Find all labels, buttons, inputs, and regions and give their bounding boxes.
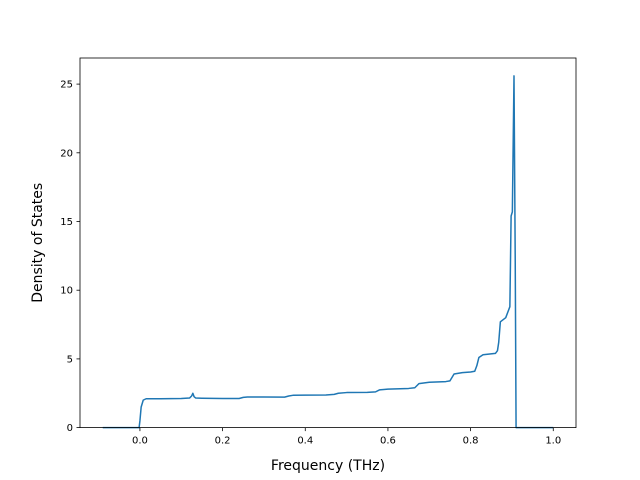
y-tick-label: 10 xyxy=(60,286,73,297)
series-layer xyxy=(102,75,554,429)
y-tick-label: 15 xyxy=(60,217,73,228)
y-tick-label: 0 xyxy=(67,423,73,434)
x-axis-ticks: 0.0 0.2 0.4 0.6 0.8 1.0 xyxy=(132,427,561,447)
x-tick-label: 0.0 xyxy=(132,436,148,447)
y-tick-label: 5 xyxy=(67,354,73,365)
x-tick-label: 0.8 xyxy=(463,436,479,447)
plot-frame xyxy=(79,57,577,429)
x-tick-label: 1.0 xyxy=(545,436,561,447)
y-tick-label: 25 xyxy=(60,80,73,91)
x-tick-label: 0.6 xyxy=(380,436,396,447)
x-axis-label: Frequency (THz) xyxy=(271,458,385,474)
y-axis-ticks: 0 5 10 15 20 25 xyxy=(60,80,80,434)
x-tick-label: 0.2 xyxy=(215,436,231,447)
plot-area xyxy=(80,58,576,428)
dos-series-line xyxy=(102,75,554,429)
y-tick-label: 20 xyxy=(60,148,73,159)
x-tick-label: 0.4 xyxy=(297,436,313,447)
y-axis-label: Density of States xyxy=(30,183,46,303)
